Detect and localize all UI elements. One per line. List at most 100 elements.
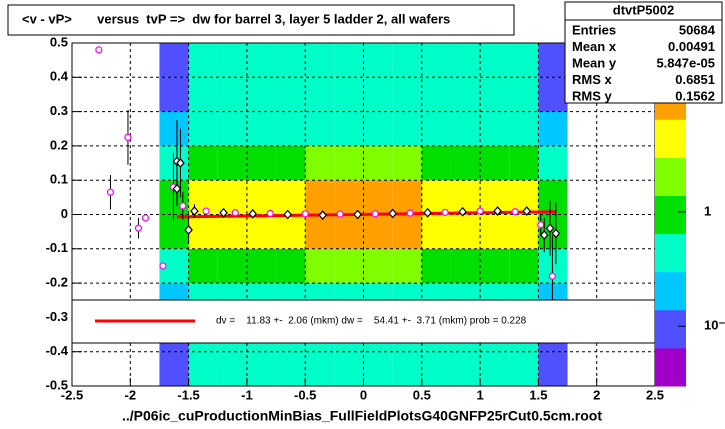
heat-cell: [392, 351, 422, 386]
point: [441, 208, 449, 217]
point: [179, 202, 187, 210]
point: [190, 206, 199, 216]
point: [336, 210, 344, 218]
colorbar-step: [655, 195, 686, 235]
point: [388, 208, 397, 219]
heat-cell: [188, 43, 218, 78]
heat-cell: [305, 351, 335, 386]
heat-cell: [421, 180, 451, 215]
y-tick-label: -0.5: [46, 377, 68, 392]
x-tick-label: 2.5: [646, 387, 664, 402]
heat-cell: [217, 248, 247, 284]
heat-cell: [509, 111, 539, 146]
heat-cell: [450, 77, 481, 112]
x-tick-label: -2.5: [61, 387, 83, 402]
point: [458, 206, 467, 217]
colorbar-step: [655, 347, 686, 387]
heat-cell: [392, 111, 422, 146]
x-tick-label: 0.5: [413, 387, 431, 402]
point: [511, 208, 519, 216]
point: [406, 209, 414, 217]
point: [124, 133, 132, 141]
heat-cell: [246, 351, 277, 386]
point: [219, 207, 228, 218]
heat-cell: [509, 248, 539, 284]
heat-cell: [334, 77, 364, 112]
point: [283, 209, 293, 220]
heat-cell: [159, 111, 189, 146]
point: [231, 209, 239, 217]
heat-cell: [159, 43, 189, 78]
point: [184, 225, 193, 235]
heat-cell: [480, 77, 510, 112]
chart-title: <v - vP> versus tvP => dw for barrel 3, …: [22, 11, 450, 26]
heat-cell: [188, 77, 218, 112]
heat-cell: [305, 111, 335, 146]
point: [176, 158, 185, 168]
heat-cell: [392, 145, 422, 181]
heat-cell: [450, 111, 481, 146]
point: [141, 214, 150, 222]
x-axis-label: ../P06ic_cuProductionMinBias_FullFieldPl…: [122, 408, 602, 424]
x-tick-label: 1: [476, 387, 483, 402]
heat-cell: [421, 145, 451, 181]
y-tick-label: 0: [61, 206, 68, 221]
heat-cell: [305, 43, 335, 78]
fit-label: dv = 11.83 +- 2.06 (mkm) dw = 54.41 +- 3…: [216, 316, 527, 327]
heat-cell: [246, 180, 277, 215]
y-tick-label: 0.2: [50, 137, 68, 152]
heat-cell: [363, 43, 393, 78]
heat-cell: [450, 180, 481, 215]
heat-cell: [363, 351, 393, 386]
heat-cell: [246, 111, 277, 146]
heat-cell: [509, 145, 539, 181]
heat-cell: [538, 145, 568, 181]
heat-cell: [217, 77, 247, 112]
heat-cell: [392, 77, 422, 112]
heat-cell: [246, 145, 277, 181]
heat-cell: [450, 248, 481, 284]
point: [159, 262, 167, 270]
point: [301, 210, 309, 218]
heat-cell: [538, 43, 568, 78]
point: [476, 207, 484, 215]
title-box: [7, 4, 515, 36]
point: [248, 208, 258, 219]
heat-cell: [480, 111, 510, 146]
heat-cell: [334, 43, 364, 78]
y-tick-label: 0.1: [50, 172, 68, 187]
point: [493, 206, 502, 216]
heat-cell: [509, 77, 539, 112]
point: [318, 210, 327, 221]
heat-cell: [276, 351, 306, 386]
heat-cell: [305, 77, 335, 112]
heat-cell: [217, 180, 247, 215]
heat-cell: [480, 214, 510, 249]
point: [266, 209, 274, 218]
heat-cell: [159, 351, 189, 386]
point: [106, 188, 115, 196]
heat-cell: [217, 145, 247, 181]
heat-cell: [276, 214, 306, 249]
heat-cell: [363, 248, 393, 284]
heat-cell: [538, 77, 568, 112]
x-tick-label: -1.5: [177, 387, 199, 402]
heat-cell: [276, 77, 306, 112]
heat-cell: [509, 351, 539, 386]
heat-cell: [421, 214, 451, 249]
heat-cell: [538, 111, 568, 146]
point: [353, 209, 362, 220]
heat-cell: [480, 248, 510, 284]
heat-cell: [334, 248, 364, 284]
heat-cell: [305, 248, 335, 284]
heat-cell: [276, 180, 306, 215]
fit-line: [176, 210, 556, 219]
heat-cell: [334, 111, 364, 146]
heat-cell: [509, 43, 539, 78]
point: [551, 228, 561, 239]
heat-cell: [538, 351, 568, 386]
x-tick-label: -1: [241, 387, 253, 402]
heat-cell: [334, 180, 364, 215]
point: [95, 46, 103, 54]
